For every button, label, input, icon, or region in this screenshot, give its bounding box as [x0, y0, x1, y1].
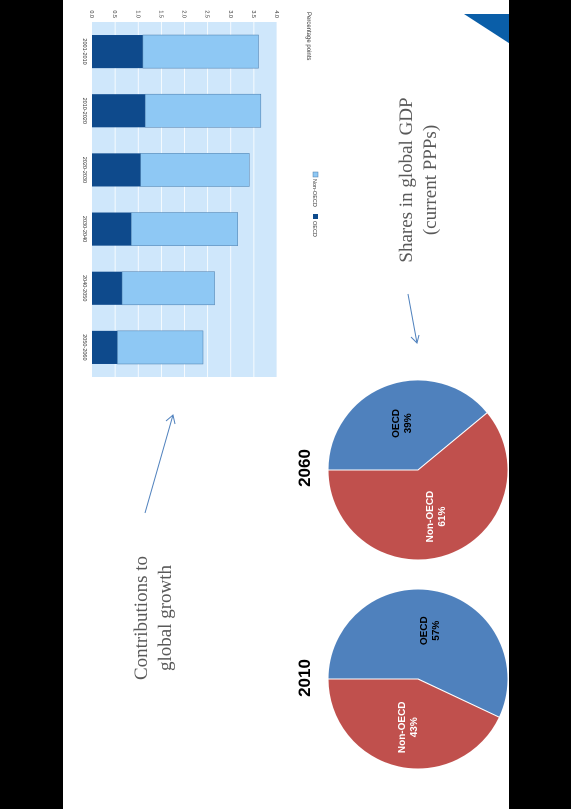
- bar-oecd-2050-2060: [92, 330, 118, 364]
- pie-slice-pct: 39%: [403, 413, 414, 433]
- bar-oecd-2030-2040: [92, 212, 132, 246]
- bar-ytick-label: 0.5: [111, 10, 117, 18]
- bar-xtick-label: 2010-2020: [81, 98, 87, 124]
- bar-oecd-2001-2010: [92, 35, 143, 69]
- bar-nonoecd-2030-2040: [131, 212, 238, 246]
- arrow-to-pies: [407, 293, 420, 344]
- bar-ytick-label: 2.5: [204, 10, 210, 18]
- pie-slice-label: Non-OECD: [397, 701, 408, 753]
- bar-xtick-label: 2001-2010: [81, 38, 87, 64]
- bar-oecd-2010-2020: [92, 94, 146, 128]
- pie-slice-nonoecd: [327, 678, 501, 770]
- bar-oecd-2040-2050: [92, 271, 123, 305]
- bar-ytick-label: 2.0: [181, 10, 187, 18]
- pie-slice-label: OECD: [391, 409, 402, 438]
- pie-slice-pct: 61%: [437, 506, 448, 526]
- bar-ytick-label: 1.0: [134, 10, 140, 18]
- legend-label-oecd: OECD: [311, 221, 317, 237]
- legend-label-nonoecd: Non-OECD: [311, 179, 317, 207]
- bar-legend: Non-OECD OECD: [311, 171, 319, 237]
- bar-nonoecd-2020-2030: [140, 153, 250, 187]
- pie-slice-oecd: [327, 588, 509, 718]
- bar-ytick-label: 0.0: [88, 10, 94, 18]
- pie-slice-pct: 43%: [409, 717, 420, 737]
- bar-nonoecd-2010-2020: [144, 93, 262, 128]
- pie-slice-label: OECD: [419, 616, 430, 645]
- bar-nonoecd-2040-2050: [121, 271, 215, 306]
- legend-swatch-oecd: [313, 214, 318, 219]
- bar-ytick-label: 3.0: [227, 10, 233, 18]
- bar-nonoecd-2001-2010: [142, 34, 259, 69]
- pie-slice-label: Non-OECD: [425, 491, 436, 543]
- bar-xtick-label: 2050-2060: [81, 334, 87, 360]
- bar-xtick-label: 2030-2040: [81, 216, 87, 242]
- bar-chart: 2001-2010 2010-2020 2020-2030 2030-2040 2040…: [81, 10, 319, 377]
- legend-swatch-nonoecd: [312, 171, 319, 178]
- slide: 67 2001-20102010-20202020-20302030-20402…: [63, 0, 509, 809]
- pie-2010: OECD 57% Non-OECD 43%: [327, 588, 509, 770]
- bar-nonoecd-2050-2060: [117, 330, 204, 365]
- bar-chart-ylabel: Percentage points: [305, 12, 311, 60]
- bar-xtick-label: 2020-2030: [81, 157, 87, 183]
- pie-slice-nonoecd: [327, 411, 509, 561]
- bar-ytick-label: 1.5: [157, 10, 163, 18]
- corner-triangle: [464, 14, 509, 44]
- pie-slice-pct: 57%: [431, 621, 442, 641]
- pie-2060: OECD 39% Non-OECD 61%: [327, 379, 509, 561]
- bar-ytick-label: 3.5: [250, 10, 256, 18]
- bar-xtick-label: 2040-2050: [81, 275, 87, 301]
- bar-ytick-label: 4.0: [273, 10, 279, 18]
- arrows: [144, 293, 420, 514]
- arrow-to-bar-chart: [144, 414, 176, 514]
- bar-oecd-2020-2030: [92, 153, 141, 187]
- pie-slice-oecd: [327, 379, 489, 471]
